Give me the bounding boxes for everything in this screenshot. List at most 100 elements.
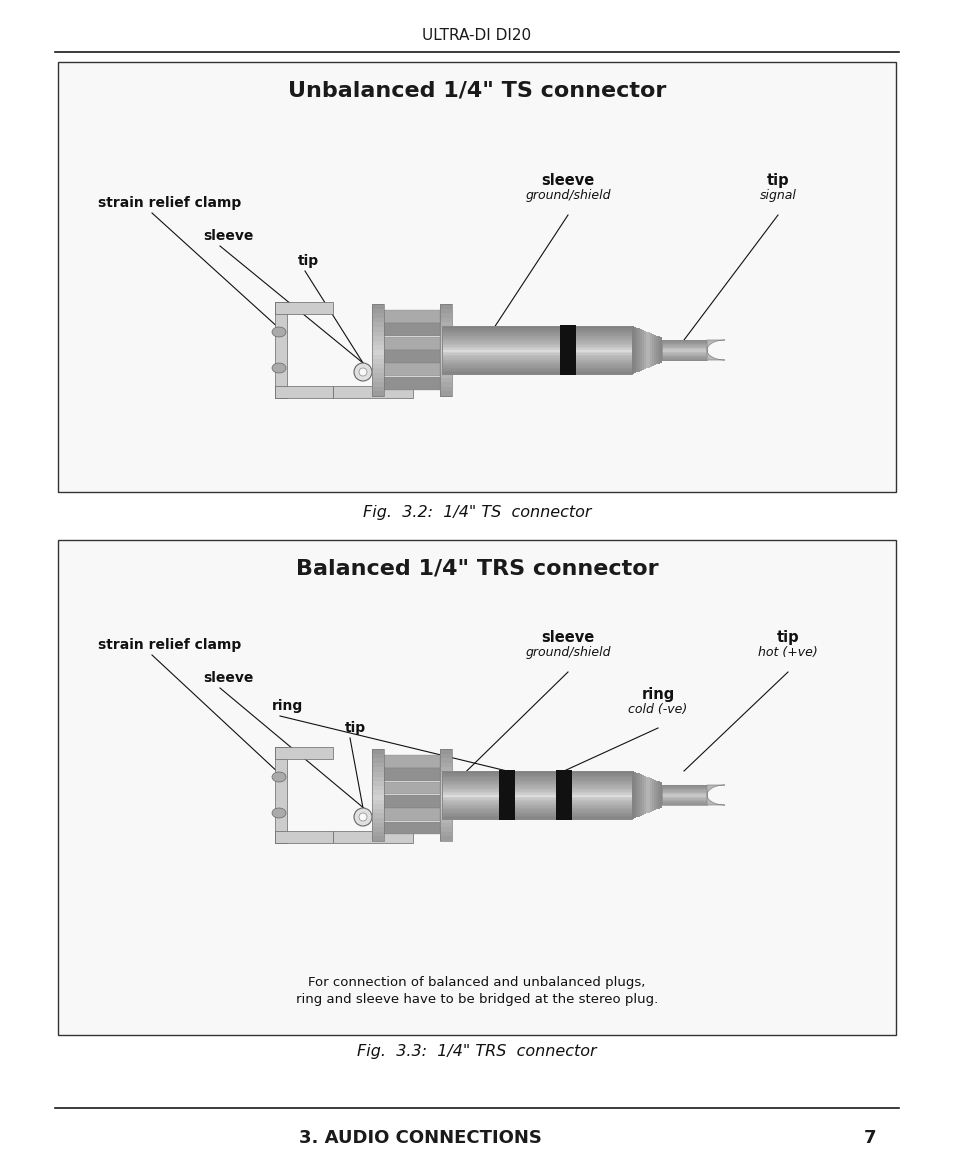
Bar — [372, 359, 384, 365]
Bar — [634, 327, 636, 373]
Bar — [372, 304, 384, 309]
Bar — [372, 313, 384, 318]
Bar — [441, 772, 631, 775]
Bar — [441, 776, 631, 778]
Bar — [439, 327, 452, 332]
Bar — [439, 763, 452, 768]
Bar — [441, 813, 631, 814]
Text: 3. AUDIO CONNECTIONS: 3. AUDIO CONNECTIONS — [298, 1129, 541, 1148]
Bar — [372, 345, 384, 351]
Bar — [372, 832, 384, 836]
Bar — [381, 755, 439, 768]
Bar — [439, 786, 452, 791]
Ellipse shape — [272, 809, 286, 818]
Bar — [441, 347, 631, 348]
Circle shape — [358, 813, 367, 821]
Bar — [441, 795, 631, 797]
Bar — [372, 749, 384, 754]
Bar — [661, 356, 706, 358]
Bar — [372, 836, 384, 841]
Bar — [661, 344, 706, 346]
Bar — [661, 347, 706, 348]
Bar — [661, 358, 706, 359]
Bar — [441, 785, 631, 788]
Bar — [372, 795, 384, 800]
Bar — [647, 332, 650, 368]
Bar — [439, 373, 452, 379]
Bar — [441, 771, 631, 774]
Text: ULTRA-DI DI20: ULTRA-DI DI20 — [422, 28, 531, 42]
Bar — [441, 362, 631, 365]
Bar — [381, 376, 439, 389]
Bar — [439, 777, 452, 782]
Bar — [439, 382, 452, 387]
Bar — [654, 334, 656, 365]
Bar — [661, 786, 706, 789]
Bar — [439, 809, 452, 814]
Bar — [372, 768, 384, 772]
Bar — [441, 337, 631, 339]
Text: sleeve: sleeve — [203, 230, 253, 243]
Bar — [381, 337, 439, 350]
Bar — [441, 803, 631, 805]
Bar — [381, 821, 439, 834]
Bar — [661, 802, 706, 803]
Bar — [381, 782, 439, 795]
Bar — [381, 310, 439, 323]
Bar — [372, 827, 384, 832]
Bar — [661, 352, 706, 354]
Text: cold (-ve): cold (-ve) — [628, 702, 687, 716]
Bar — [441, 355, 631, 356]
Bar — [439, 827, 452, 832]
Bar — [333, 831, 413, 843]
Bar — [439, 391, 452, 396]
Bar — [381, 350, 439, 362]
Bar — [439, 758, 452, 763]
Ellipse shape — [272, 772, 286, 782]
Bar — [441, 782, 631, 784]
Bar — [372, 354, 384, 360]
Bar — [441, 348, 631, 351]
Bar — [636, 327, 638, 373]
Bar — [441, 358, 631, 360]
Bar — [661, 803, 706, 804]
Bar — [639, 330, 641, 370]
Text: ring: ring — [640, 687, 674, 702]
Bar — [441, 326, 631, 374]
Text: 7: 7 — [862, 1129, 876, 1148]
Bar — [661, 793, 706, 795]
Bar — [58, 541, 895, 1035]
Text: sleeve: sleeve — [540, 172, 594, 188]
Bar — [661, 797, 706, 799]
Ellipse shape — [272, 363, 286, 373]
Bar — [661, 353, 706, 355]
Bar — [439, 832, 452, 836]
Bar — [441, 340, 631, 343]
Bar — [441, 790, 631, 792]
Bar — [658, 782, 659, 809]
Bar — [439, 313, 452, 318]
Text: Fig.  3.3:  1/4" TRS  connector: Fig. 3.3: 1/4" TRS connector — [356, 1045, 597, 1059]
Bar — [439, 836, 452, 841]
Ellipse shape — [272, 327, 286, 337]
Bar — [439, 377, 452, 382]
Bar — [372, 350, 384, 355]
Text: ring: ring — [273, 699, 303, 713]
Bar — [441, 798, 631, 800]
Polygon shape — [706, 785, 724, 805]
Bar — [661, 796, 706, 798]
Bar — [631, 326, 634, 374]
Bar — [439, 818, 452, 824]
Bar — [441, 361, 631, 363]
Bar — [439, 795, 452, 800]
Bar — [661, 341, 706, 344]
Bar — [372, 337, 384, 341]
Text: tip: tip — [344, 721, 365, 735]
Bar — [372, 790, 384, 796]
Bar — [441, 789, 631, 791]
Bar — [381, 363, 439, 376]
Bar — [441, 353, 631, 355]
Bar — [661, 345, 706, 347]
Bar — [274, 747, 287, 843]
Bar — [441, 797, 631, 799]
